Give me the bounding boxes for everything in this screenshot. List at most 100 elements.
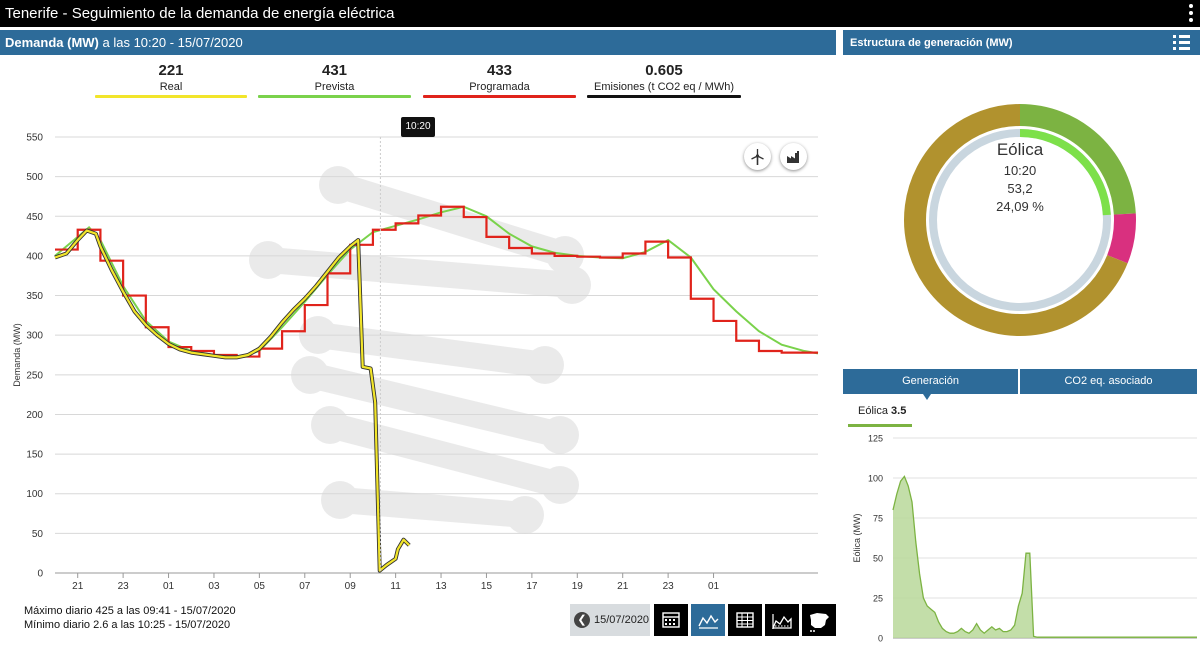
- generation-panel-title: Estructura de generación (MW): [850, 37, 1013, 49]
- y-tick-label: 100: [26, 489, 43, 500]
- demand-panel-header: Demanda (MW) a las 10:20 - 15/07/2020: [0, 30, 836, 55]
- donut-center-name: Eólica: [996, 140, 1044, 159]
- mini-chart-legend[interactable]: Eólica 3.5: [858, 405, 906, 417]
- donut-center-label: Eólica 10:20 53,2 24,09 %: [920, 140, 1120, 214]
- mini-y-tick-label: 25: [873, 594, 883, 604]
- y-tick-label: 550: [26, 133, 43, 144]
- tab-active-indicator: [923, 394, 931, 400]
- x-tick-label: 17: [526, 581, 538, 592]
- watermark-dot: [541, 466, 579, 504]
- x-tick-label: 15: [481, 581, 493, 592]
- legend-programada-swatch: [423, 95, 576, 98]
- legend-prevista-value: 431: [321, 62, 348, 79]
- mini-y-tick-label: 125: [868, 434, 883, 444]
- date-selector[interactable]: ❮ 15/07/2020: [570, 604, 650, 636]
- watermark-logo: [249, 166, 591, 534]
- line-chart-icon: [698, 614, 719, 629]
- watermark-bar: [255, 247, 585, 298]
- list-menu-icon[interactable]: [1173, 35, 1190, 50]
- watermark-bar: [297, 362, 573, 448]
- watermark-dot: [541, 416, 579, 454]
- y-tick-label: 50: [32, 529, 44, 540]
- x-tick-label: 23: [663, 581, 675, 592]
- daily-stats: Máximo diario 425 a las 09:41 - 15/07/20…: [24, 604, 236, 632]
- wind-turbine-icon: [751, 149, 764, 165]
- daily-min: Mínimo diario 2.6 a las 10:25 - 15/07/20…: [24, 619, 231, 631]
- tab-co2[interactable]: CO2 eq. asociado: [1020, 369, 1197, 394]
- x-tick-label: 07: [299, 581, 311, 592]
- donut-slice: [904, 104, 1128, 336]
- legend-real-swatch: [95, 95, 247, 98]
- line-chart-button[interactable]: [691, 604, 725, 636]
- donut-slice: [1107, 213, 1136, 264]
- y-tick-label: 450: [26, 212, 43, 223]
- table-button[interactable]: [728, 604, 762, 636]
- legend-programada[interactable]: 433 Programada: [423, 62, 576, 98]
- y-tick-label: 200: [26, 410, 43, 421]
- legend-real[interactable]: 221 Real: [95, 62, 247, 98]
- generation-tabs: Generación CO2 eq. asociado: [843, 369, 1197, 394]
- demand-panel-subtitle: a las 10:20 - 15/07/2020: [98, 35, 243, 50]
- donut-center-value: 53,2: [1007, 181, 1033, 196]
- wind-mini-chart[interactable]: 0 25 50 75 100 125 Eólica (MW): [843, 428, 1200, 658]
- app-header: Tenerife - Seguimiento de la demanda de …: [0, 0, 1200, 27]
- y-tick-label: 300: [26, 331, 43, 342]
- x-tick-label: 01: [163, 581, 175, 592]
- legend-prevista-label: Prevista: [314, 81, 355, 93]
- x-tick-label: 21: [72, 581, 84, 592]
- legend-emisiones[interactable]: 0.605 Emisiones (t CO2 eq / MWh): [587, 62, 741, 98]
- calendar-button[interactable]: [654, 604, 688, 636]
- watermark-bar: [305, 322, 558, 378]
- x-tick-label: 01: [708, 581, 720, 592]
- mini-y-tick-label: 100: [868, 474, 883, 484]
- donut-inner-highlight: [1019, 129, 1111, 216]
- area-chart-button[interactable]: [765, 604, 799, 636]
- watermark-dot: [506, 496, 544, 534]
- x-tick-label: 13: [435, 581, 447, 592]
- series-real-outline: [54, 228, 411, 573]
- chevron-left-icon[interactable]: ❮: [574, 612, 590, 628]
- factory-button[interactable]: [780, 143, 807, 170]
- factory-icon: [787, 151, 799, 163]
- x-tick-label: 11: [390, 581, 401, 592]
- watermark-dot: [553, 266, 591, 304]
- spain-map-icon: [810, 613, 829, 632]
- generation-donut[interactable]: [843, 60, 1200, 360]
- mini-chart-legend-underline: [848, 424, 912, 427]
- series-programada: [55, 205, 818, 358]
- legend-programada-value: 433: [486, 62, 513, 79]
- watermark-dot: [526, 346, 564, 384]
- legend-real-value: 221: [158, 62, 184, 79]
- demand-panel-title: Demanda (MW): [5, 35, 99, 50]
- wind-turbine-button[interactable]: [744, 143, 771, 170]
- mini-y-tick-label: 50: [873, 554, 883, 564]
- chart-tooltip: 10:20: [401, 117, 435, 137]
- watermark-dot: [319, 166, 357, 204]
- app-title: Tenerife - Seguimiento de la demanda de …: [5, 5, 395, 22]
- x-tick-label: 21: [617, 581, 629, 592]
- donut-center-time: 10:20: [1003, 163, 1037, 178]
- legend-emisiones-label: Emisiones (t CO2 eq / MWh): [594, 81, 734, 93]
- spain-map-button[interactable]: [802, 604, 836, 636]
- legend-prevista[interactable]: 431 Prevista: [258, 62, 411, 98]
- donut-center-percent: 24,09 %: [996, 199, 1044, 214]
- date-selector-value: 15/07/2020: [594, 614, 650, 626]
- tab-generacion[interactable]: Generación: [843, 369, 1018, 394]
- y-tick-label: 250: [26, 370, 43, 381]
- legend-programada-label: Programada: [469, 81, 530, 93]
- x-tick-label: 19: [572, 581, 584, 592]
- mini-chart-legend-label: Eólica: [858, 405, 888, 417]
- series-real: [54, 229, 411, 572]
- legend-real-label: Real: [159, 81, 183, 93]
- y-axis-label: Demanda (MW): [12, 323, 22, 387]
- watermark-dot: [311, 406, 349, 444]
- mini-y-tick-label: 75: [873, 514, 883, 524]
- table-icon: [736, 612, 754, 628]
- y-tick-label: 0: [37, 569, 43, 580]
- y-tick-label: 350: [26, 291, 43, 302]
- watermark-bar: [317, 412, 573, 498]
- area-chart-icon: [772, 614, 792, 629]
- more-options-icon[interactable]: [1189, 4, 1193, 25]
- daily-max: Máximo diario 425 a las 09:41 - 15/07/20…: [24, 605, 236, 617]
